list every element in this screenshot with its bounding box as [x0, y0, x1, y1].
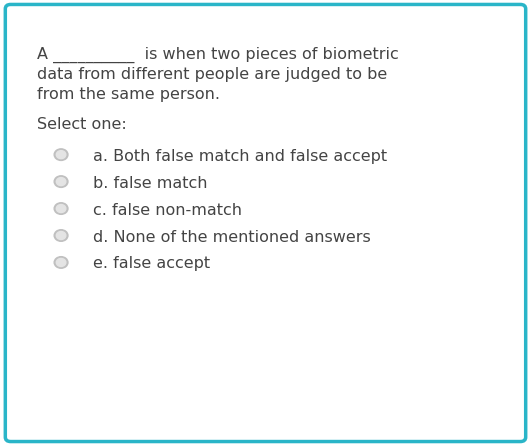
Circle shape: [56, 151, 66, 159]
Text: e. false accept: e. false accept: [93, 256, 210, 272]
Text: from the same person.: from the same person.: [37, 87, 220, 102]
Text: data from different people are judged to be: data from different people are judged to…: [37, 67, 388, 82]
Text: a. Both false match and false accept: a. Both false match and false accept: [93, 149, 387, 164]
Circle shape: [54, 176, 68, 187]
Circle shape: [54, 230, 68, 241]
Text: c. false non-match: c. false non-match: [93, 202, 242, 218]
Circle shape: [54, 203, 68, 215]
Text: d. None of the mentioned answers: d. None of the mentioned answers: [93, 230, 371, 244]
Circle shape: [56, 178, 66, 186]
Text: b. false match: b. false match: [93, 176, 208, 190]
Circle shape: [54, 149, 68, 161]
Text: A __________  is when two pieces of biometric: A __________ is when two pieces of biome…: [37, 47, 399, 63]
Text: Select one:: Select one:: [37, 117, 127, 132]
Circle shape: [54, 256, 68, 268]
Circle shape: [56, 258, 66, 266]
Circle shape: [56, 231, 66, 240]
Circle shape: [56, 205, 66, 213]
FancyBboxPatch shape: [5, 4, 526, 442]
